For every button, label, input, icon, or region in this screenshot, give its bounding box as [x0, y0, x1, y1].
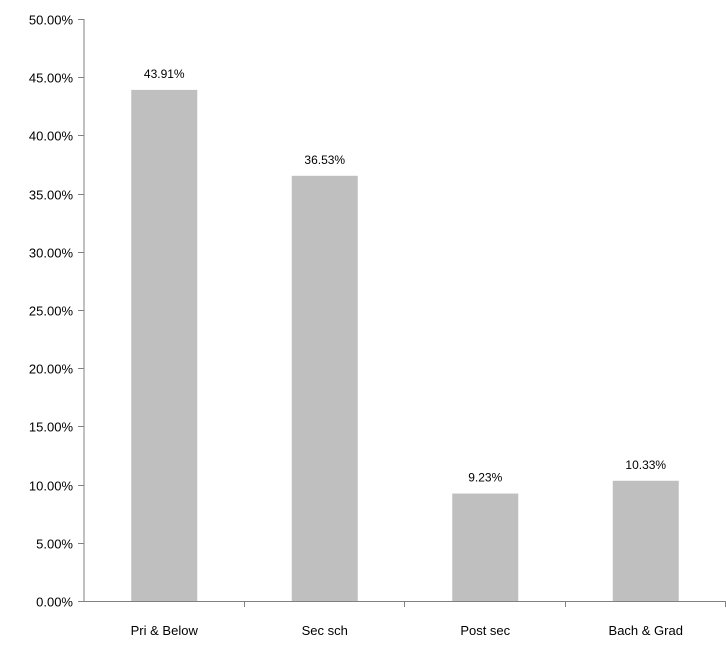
bar-data-label: 36.53%: [304, 153, 345, 167]
bar: [452, 493, 519, 601]
y-tick-label: 0.00%: [36, 595, 73, 610]
bar: [131, 89, 198, 601]
y-tick-label: 40.00%: [29, 129, 74, 144]
x-category-label: Pri & Below: [131, 623, 199, 638]
y-tick-label: 25.00%: [29, 304, 74, 319]
y-tick-label: 10.00%: [29, 479, 74, 494]
bar-data-label: 10.33%: [625, 458, 666, 472]
y-axis: 0.00% 5.00% 10.00% 15.00% 20.00% 25.00% 30.00%…: [29, 13, 85, 610]
bar-data-label: 43.91%: [144, 67, 185, 81]
x-category-label: Bach & Grad: [609, 623, 683, 638]
bar: [291, 175, 358, 601]
y-tick-label: 45.00%: [29, 71, 74, 86]
y-tick-label: 30.00%: [29, 246, 74, 261]
data-labels: 43.91% 36.53% 9.23% 10.33%: [144, 67, 667, 485]
y-tick-label: 50.00%: [29, 13, 74, 28]
bar-data-label: 9.23%: [468, 471, 502, 485]
x-category-label: Post sec: [460, 623, 510, 638]
x-axis: Pri & Below Sec sch Post sec Bach & Grad: [84, 601, 726, 638]
x-category-label: Sec sch: [302, 623, 348, 638]
y-tick-label: 5.00%: [36, 537, 73, 552]
y-tick-label: 15.00%: [29, 420, 74, 435]
y-tick-label: 20.00%: [29, 362, 74, 377]
y-tick-label: 35.00%: [29, 188, 74, 203]
bar: [612, 480, 679, 601]
bars: [131, 89, 679, 601]
